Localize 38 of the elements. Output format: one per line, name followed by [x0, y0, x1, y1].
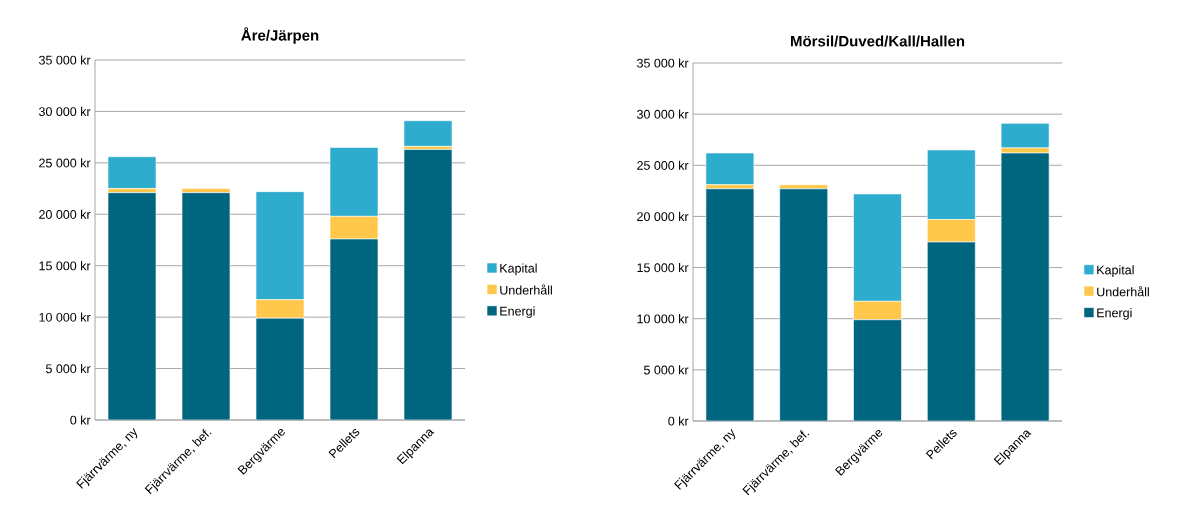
bar — [181, 192, 231, 420]
legend-label: Energi — [1097, 308, 1132, 320]
y-tick-label: 0 kr — [668, 416, 689, 426]
bar — [1000, 123, 1050, 149]
y-tick-label: 25 000 kr — [39, 158, 91, 168]
legend-label: Underhåll — [1097, 286, 1149, 297]
y-tick-label: 0 kr — [70, 415, 91, 425]
bar — [853, 319, 902, 421]
y-tick-label: 35 000 kr — [636, 58, 689, 68]
y-tick-label: 30 000 kr — [636, 109, 689, 119]
y-tick-label: 5 000 kr — [643, 365, 689, 375]
bar — [1000, 152, 1050, 421]
y-tick-label: 20 000 kr — [637, 211, 689, 222]
bar — [779, 188, 829, 421]
y-tick-label: 10 000 kr — [39, 312, 91, 322]
bar — [705, 152, 755, 186]
bar — [705, 188, 755, 421]
legend-label: Underhåll — [500, 284, 552, 295]
y-tick-label: 10 000 kr — [637, 314, 689, 324]
legend-label: Energi — [500, 306, 535, 319]
y-tick-label: 35 000 kr — [38, 55, 91, 65]
bar — [107, 192, 157, 420]
bar — [107, 156, 157, 189]
legend-label: Kapital — [1097, 265, 1134, 277]
bar — [255, 317, 305, 420]
bar — [403, 149, 453, 420]
y-tick-label: 25 000 kr — [637, 160, 689, 170]
chart-title: Åre/Järpen — [241, 27, 319, 44]
y-tick-label: 15 000 kr — [637, 262, 689, 273]
bar — [403, 120, 453, 147]
chart-title: Mörsil/Duved/Kall/Hallen — [790, 35, 965, 47]
y-tick-label: 5 000 kr — [45, 363, 91, 374]
bar — [927, 241, 976, 421]
y-tick-label: 30 000 kr — [38, 106, 91, 117]
bar — [329, 238, 379, 420]
y-tick-label: 20 000 kr — [39, 209, 91, 219]
y-tick-label: 15 000 kr — [39, 261, 91, 271]
legend-label: Kapital — [500, 263, 537, 276]
